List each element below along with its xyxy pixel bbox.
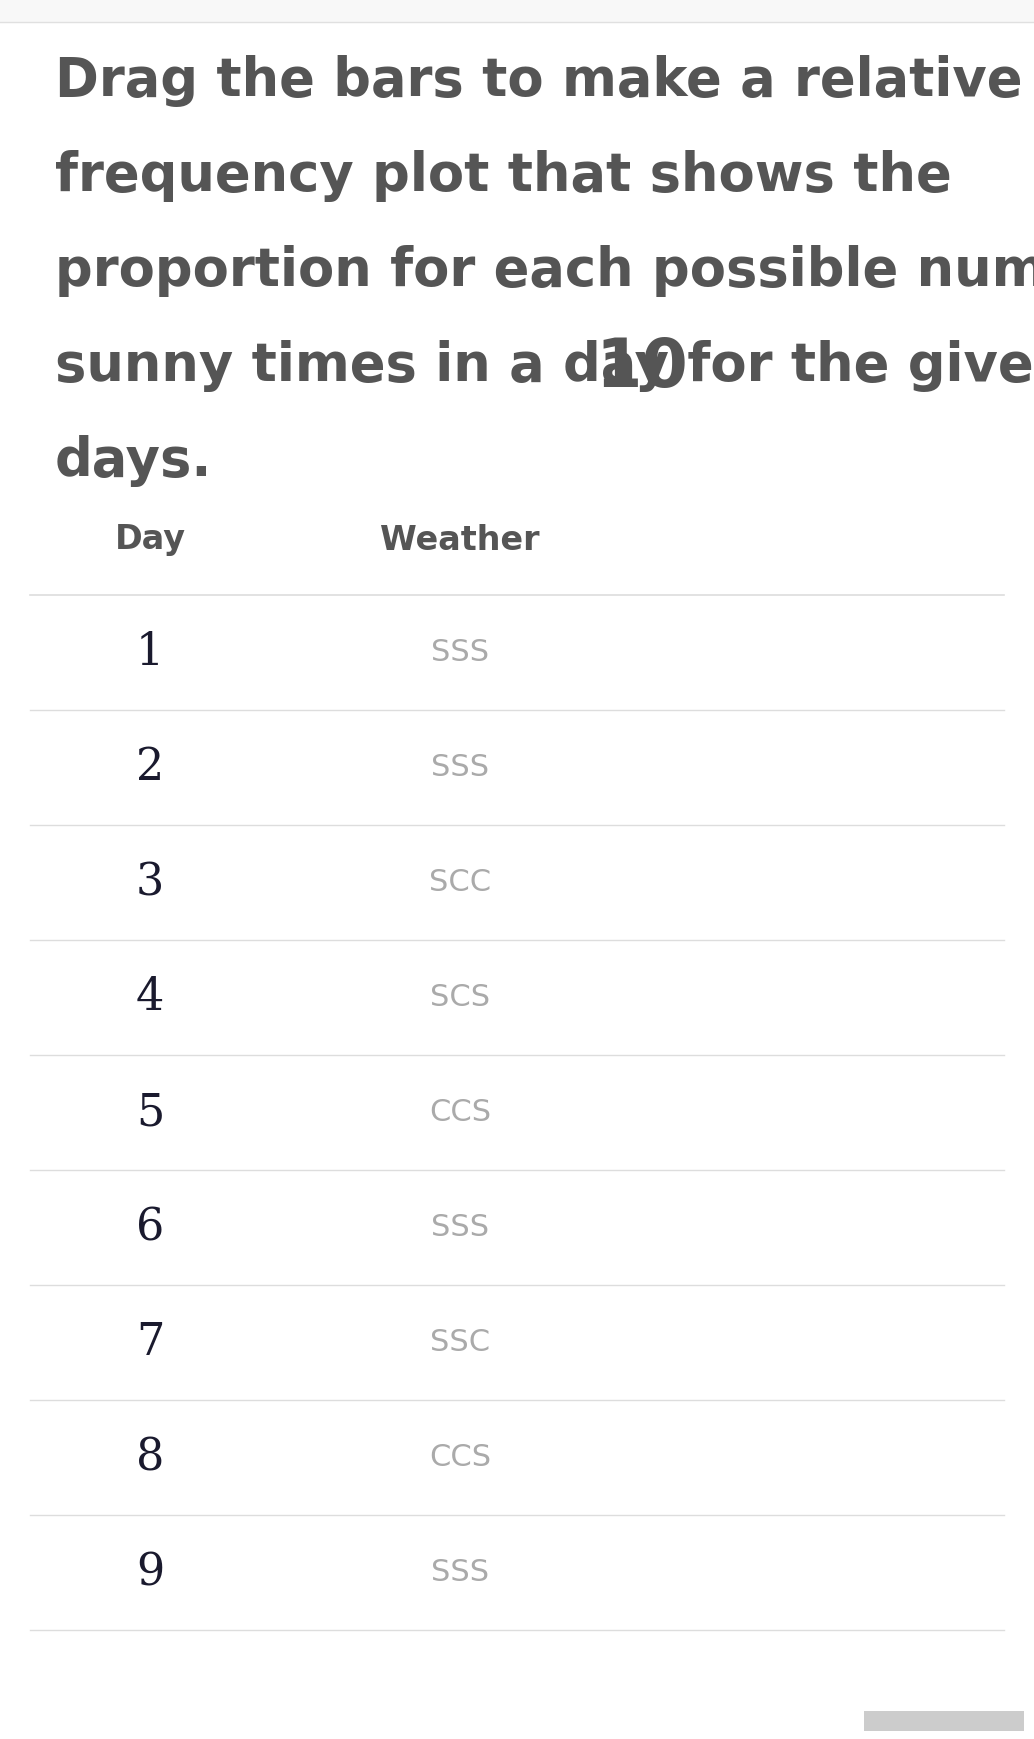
Text: 3: 3 — [135, 861, 164, 904]
Text: SCC: SCC — [429, 868, 491, 897]
Text: Weather: Weather — [381, 523, 540, 556]
Text: SSC: SSC — [430, 1329, 490, 1356]
Text: SSS: SSS — [431, 638, 489, 668]
Text: Day: Day — [115, 523, 185, 556]
Text: 9: 9 — [135, 1551, 164, 1595]
Text: proportion for each possible number of: proportion for each possible number of — [55, 245, 1034, 297]
Text: 5: 5 — [135, 1090, 164, 1134]
Text: Drag the bars to make a relative: Drag the bars to make a relative — [55, 56, 1023, 108]
Text: 7: 7 — [135, 1322, 164, 1363]
Text: CCS: CCS — [429, 1443, 491, 1471]
Text: 2: 2 — [135, 746, 164, 790]
Text: 4: 4 — [135, 976, 164, 1019]
Bar — [0, 0, 1034, 23]
Text: days.: days. — [55, 435, 212, 487]
Text: SSS: SSS — [431, 1558, 489, 1588]
Text: 10: 10 — [595, 336, 688, 402]
Text: CCS: CCS — [429, 1097, 491, 1127]
Bar — [864, 1711, 1024, 1730]
Text: sunny times in a day for the given: sunny times in a day for the given — [55, 341, 1034, 391]
Text: 1: 1 — [135, 631, 164, 675]
Text: 8: 8 — [135, 1436, 164, 1480]
Text: 6: 6 — [135, 1205, 164, 1249]
Text: SCS: SCS — [430, 983, 490, 1012]
Text: SSS: SSS — [431, 1214, 489, 1242]
Text: frequency plot that shows the: frequency plot that shows the — [55, 150, 951, 202]
Text: SSS: SSS — [431, 753, 489, 783]
